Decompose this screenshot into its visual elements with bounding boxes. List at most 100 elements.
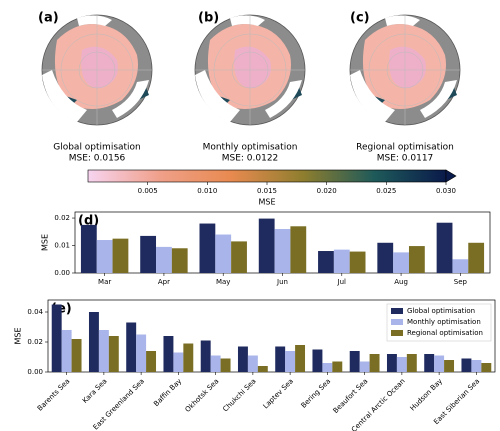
bar bbox=[333, 249, 350, 273]
map-title: Regional optimisation bbox=[356, 143, 454, 153]
bar bbox=[322, 363, 333, 372]
bar bbox=[359, 361, 370, 372]
map-mse: MSE: 0.0122 bbox=[222, 154, 279, 164]
bar bbox=[231, 241, 247, 273]
bar bbox=[461, 358, 472, 372]
map-b bbox=[194, 14, 306, 126]
bar bbox=[408, 246, 425, 273]
legend-swatch bbox=[391, 308, 403, 314]
bar bbox=[312, 349, 323, 372]
bar bbox=[369, 354, 380, 372]
bar bbox=[140, 235, 157, 273]
bar bbox=[112, 238, 129, 273]
bar bbox=[258, 218, 275, 273]
y-tick-label: 0.02 bbox=[27, 338, 43, 346]
x-tick-label: 0.025 bbox=[376, 187, 396, 195]
bar bbox=[220, 358, 231, 372]
x-tick-label: Hudson Bay bbox=[409, 377, 444, 412]
x-tick-label: 0.010 bbox=[197, 187, 217, 195]
x-tick-label: 0.005 bbox=[138, 187, 158, 195]
colorbar-extend bbox=[445, 169, 457, 183]
x-tick-label: Barents Sea bbox=[36, 377, 72, 413]
bar bbox=[377, 242, 394, 273]
bar bbox=[406, 354, 417, 372]
map-title: Monthly optimisation bbox=[203, 143, 298, 153]
legend-label: Regional optimisation bbox=[407, 329, 483, 337]
x-tick-label: Mar bbox=[98, 278, 111, 286]
map-mse: MSE: 0.0117 bbox=[377, 154, 434, 164]
bar bbox=[173, 352, 184, 372]
bar bbox=[163, 336, 174, 372]
x-tick-label: Jun bbox=[276, 278, 288, 286]
x-tick-label: May bbox=[216, 278, 230, 286]
panel-label: (b) bbox=[198, 11, 219, 26]
y-tick-label: 0.00 bbox=[27, 368, 43, 376]
x-tick-label: Beaufort Sea bbox=[332, 377, 370, 415]
y-axis-label: MSE bbox=[41, 234, 50, 251]
bar bbox=[481, 363, 492, 372]
y-tick-label: 0.00 bbox=[54, 269, 70, 277]
bar bbox=[332, 361, 343, 372]
bar bbox=[108, 336, 119, 372]
bar bbox=[146, 351, 157, 372]
map-c bbox=[349, 14, 461, 126]
bar bbox=[183, 343, 194, 372]
bar bbox=[434, 355, 445, 372]
plot-area bbox=[47, 299, 496, 373]
bar bbox=[247, 355, 258, 372]
x-tick-label: 0.020 bbox=[317, 187, 337, 195]
legend-box bbox=[386, 303, 492, 342]
map-mse: MSE: 0.0156 bbox=[69, 154, 126, 164]
panel-label: (d) bbox=[78, 214, 99, 229]
bar bbox=[71, 339, 82, 372]
bar bbox=[468, 242, 485, 273]
y-tick-label: 0.02 bbox=[54, 214, 70, 222]
x-tick-label: Sep bbox=[454, 278, 468, 286]
x-tick-label: Okhotsk Sea bbox=[184, 377, 221, 414]
bar bbox=[215, 234, 232, 273]
bar bbox=[386, 354, 397, 372]
bar bbox=[424, 354, 435, 372]
bar bbox=[51, 304, 62, 372]
bar bbox=[275, 346, 286, 372]
bar bbox=[126, 322, 137, 372]
panel-label: (c) bbox=[350, 11, 370, 26]
legend-swatch bbox=[391, 330, 403, 336]
bar bbox=[285, 351, 296, 372]
bar bbox=[171, 248, 188, 273]
x-tick-label: Aug bbox=[394, 278, 408, 286]
x-tick-label: Kara Sea bbox=[81, 377, 109, 405]
map-title: Global optimisation bbox=[53, 143, 141, 153]
y-axis-label: MSE bbox=[14, 327, 23, 344]
map-a bbox=[41, 14, 153, 126]
bar bbox=[88, 312, 99, 372]
bar bbox=[274, 229, 291, 273]
bar bbox=[393, 252, 409, 273]
bar bbox=[349, 251, 366, 273]
legend-label: Monthly optimisation bbox=[407, 318, 481, 326]
bar bbox=[257, 366, 268, 372]
colorbar bbox=[87, 169, 447, 183]
x-tick-label: Chukchi Sea bbox=[221, 377, 257, 413]
x-axis-label: MSE bbox=[258, 198, 275, 207]
x-tick-label: 0.030 bbox=[436, 187, 456, 195]
x-tick-label: 0.015 bbox=[257, 187, 277, 195]
bar bbox=[452, 259, 469, 273]
bar bbox=[444, 360, 455, 372]
bar bbox=[290, 226, 307, 273]
bar bbox=[436, 222, 453, 273]
x-tick-label: Apr bbox=[158, 278, 170, 286]
legend-label: Global optimisation bbox=[407, 307, 475, 315]
panel-label: (a) bbox=[38, 11, 59, 26]
bar bbox=[96, 240, 113, 273]
bar bbox=[396, 357, 407, 372]
x-tick-label: Baffin Bay bbox=[152, 377, 183, 408]
bar bbox=[471, 360, 482, 372]
bar bbox=[200, 340, 211, 372]
bar bbox=[210, 355, 221, 372]
bar bbox=[61, 330, 72, 372]
bar bbox=[98, 330, 109, 372]
x-tick-label: Jul bbox=[337, 278, 347, 286]
bar bbox=[349, 351, 360, 372]
x-tick-label: Laptev Sea bbox=[262, 377, 295, 410]
